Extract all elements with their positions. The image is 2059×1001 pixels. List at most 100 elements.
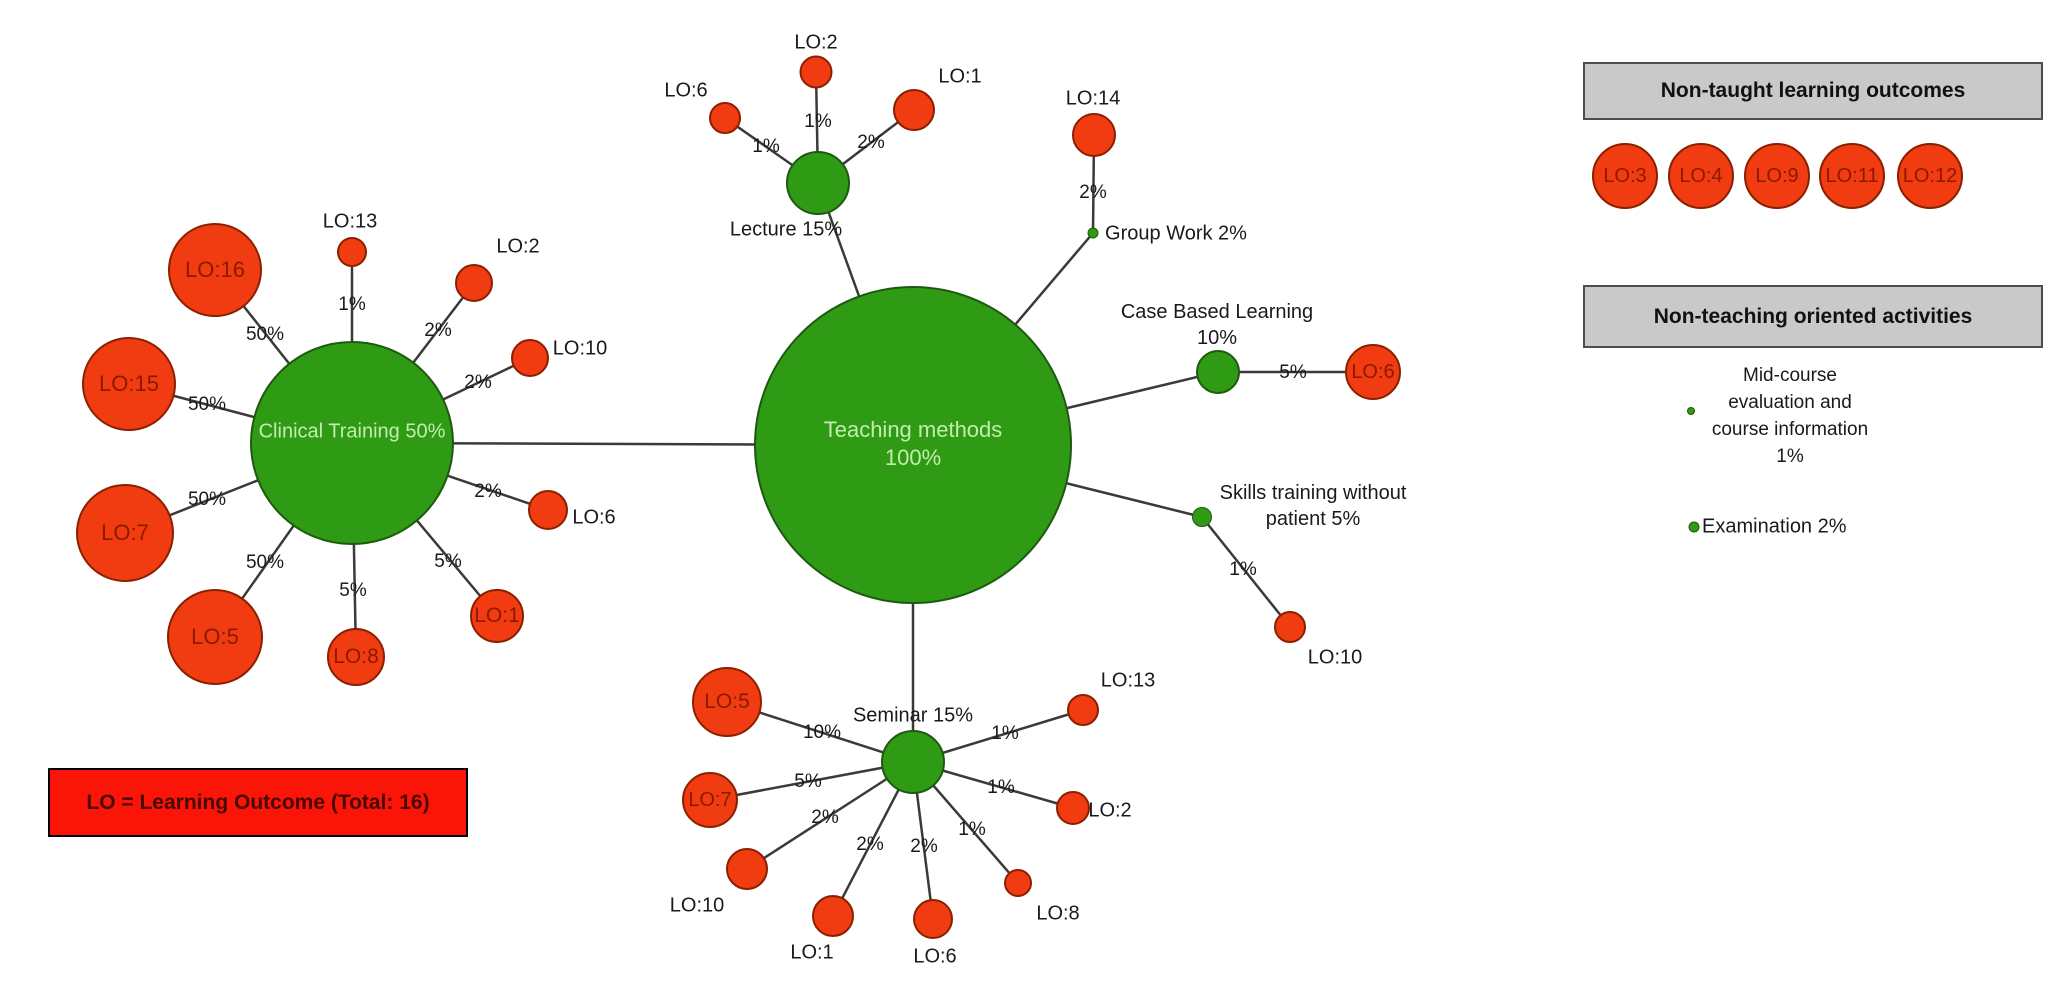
node-clinical-lo6	[528, 490, 568, 530]
clinical-lo10-label: LO:10	[552, 337, 608, 360]
node-seminar-lo8	[1004, 869, 1032, 897]
footnote-box: LO = Learning Outcome (Total: 16)	[48, 768, 468, 837]
teaching-methods-label-line2: 100%	[884, 445, 942, 470]
seminar-lo10-pct: 2%	[811, 807, 839, 828]
node-clinical-lo7: LO:7	[76, 484, 174, 582]
seminar-lo2-pct: 1%	[987, 777, 1015, 798]
seminar-lo1-pct: 2%	[856, 834, 884, 855]
midcourse-dot-icon	[1687, 407, 1695, 415]
midcourse-label-line4: 1%	[1776, 446, 1804, 467]
clinical-lo13-label: LO:13	[322, 210, 378, 233]
node-seminar	[881, 730, 945, 794]
clinical-lo6-pct: 2%	[474, 481, 502, 502]
node-clinical-lo10	[511, 339, 549, 377]
teaching-methods-label-line1: Teaching methods	[823, 417, 1003, 442]
lecture-lo1-label: LO:1	[938, 65, 982, 88]
lecture-label: Lecture 15%	[729, 218, 843, 241]
examination-dot-icon	[1688, 521, 1700, 533]
seminar-lo2-label: LO:2	[1088, 799, 1132, 822]
node-clinical-lo1: LO:1	[470, 589, 524, 643]
node-teaching-methods	[754, 286, 1072, 604]
groupwork-lo14-label: LO:14	[1065, 87, 1121, 110]
node-clinical-lo8: LO:8	[327, 628, 385, 686]
node-seminar-lo10	[726, 848, 768, 890]
clinical-lo15-pct: 50%	[187, 394, 227, 415]
node-skills-lo10	[1274, 611, 1306, 643]
node-group-work	[1087, 227, 1099, 239]
legend-non-teaching-title: Non-teaching oriented activities	[1653, 304, 1973, 328]
seminar-lo7-pct: 5%	[794, 771, 822, 792]
skills-training-label-line1: Skills training without	[1219, 482, 1407, 504]
clinical-lo2-label: LO:2	[496, 235, 540, 258]
node-clinical-lo5: LO:5	[167, 589, 263, 685]
seminar-lo6-pct: 2%	[910, 836, 938, 857]
node-seminar-lo6	[913, 899, 953, 939]
clinical-lo1-pct: 5%	[434, 551, 462, 572]
clinical-lo10-pct: 2%	[464, 372, 492, 393]
node-lecture	[786, 151, 850, 215]
footnote-label: LO = Learning Outcome (Total: 16)	[86, 790, 430, 814]
clinical-lo16-pct: 50%	[245, 324, 285, 345]
node-clinical-training	[250, 341, 454, 545]
legend-non-teaching-box: Non-teaching oriented activities	[1583, 285, 2043, 348]
seminar-lo8-pct: 1%	[958, 819, 986, 840]
seminar-label: Seminar 15%	[852, 704, 974, 727]
clinical-lo8-pct: 5%	[339, 580, 367, 601]
groupwork-lo14-pct: 2%	[1079, 182, 1107, 203]
node-legend-lo9: LO:9	[1744, 143, 1810, 209]
node-seminar-lo13	[1067, 694, 1099, 726]
node-seminar-lo2	[1056, 791, 1090, 825]
node-clinical-lo16: LO:16	[168, 223, 262, 317]
clinical-lo5-pct: 50%	[245, 552, 285, 573]
case-based-learning-label-line1: Case Based Learning	[1120, 301, 1314, 323]
node-clinical-lo13	[337, 237, 367, 267]
seminar-lo8-label: LO:8	[1036, 902, 1080, 925]
midcourse-label-line3: course information	[1711, 419, 1869, 440]
edge-seminar-lo7	[709, 760, 914, 802]
skills-training-label-line2: patient 5%	[1265, 508, 1361, 530]
legend-non-taught-title: Non-taught learning outcomes	[1660, 79, 1966, 102]
node-legend-lo4: LO:4	[1668, 143, 1734, 209]
seminar-lo13-label: LO:13	[1100, 669, 1156, 692]
skills-lo10-label: LO:10	[1307, 646, 1363, 669]
teaching-methods-label: Teaching methods 100%	[824, 416, 1003, 472]
examination-label: Examination 2%	[1702, 515, 1847, 538]
seminar-lo6-label: LO:6	[913, 945, 957, 968]
node-lecture-lo2	[799, 55, 833, 89]
node-lecture-lo1	[893, 89, 935, 131]
node-legend-lo3: LO:3	[1592, 143, 1658, 209]
node-seminar-lo1	[812, 895, 854, 937]
edge-seminar-lo10	[746, 760, 914, 871]
group-work-label: Group Work 2%	[1105, 222, 1247, 245]
node-clinical-lo15: LO:15	[82, 337, 176, 431]
clinical-lo6-label: LO:6	[572, 506, 616, 529]
case-based-learning-label: Case Based Learning 10%	[1121, 299, 1313, 351]
midcourse-label: Mid-course evaluation and course informa…	[1712, 362, 1868, 470]
node-groupwork-lo14	[1072, 113, 1116, 157]
lecture-lo6-label: LO:6	[664, 79, 708, 102]
seminar-lo13-pct: 1%	[991, 723, 1019, 744]
node-seminar-lo5: LO:5	[692, 667, 762, 737]
midcourse-label-line1: Mid-course	[1743, 365, 1837, 386]
casebased-lo6-pct: 5%	[1279, 362, 1307, 383]
legend-non-taught-box: Non-taught learning outcomes	[1583, 62, 2043, 120]
lecture-lo6-pct: 1%	[752, 136, 780, 157]
node-legend-lo11: LO:11	[1819, 143, 1885, 209]
edge-skills-lo10	[1201, 516, 1291, 628]
lecture-lo2-pct: 1%	[804, 111, 832, 132]
node-legend-lo12: LO:12	[1897, 143, 1963, 209]
lecture-lo1-pct: 2%	[857, 132, 885, 153]
node-seminar-lo7: LO:7	[682, 772, 738, 828]
midcourse-label-line2: evaluation and	[1728, 392, 1852, 413]
node-skills-training	[1192, 507, 1212, 527]
node-case-based-learning	[1196, 350, 1240, 394]
clinical-training-label: Clinical Training 50%	[258, 420, 446, 443]
skills-lo10-pct: 1%	[1229, 559, 1257, 580]
node-clinical-lo2	[455, 264, 493, 302]
skills-training-label: Skills training without patient 5%	[1220, 480, 1407, 532]
case-based-learning-label-line2: 10%	[1196, 327, 1238, 349]
seminar-lo1-label: LO:1	[790, 941, 834, 964]
seminar-lo10-label: LO:10	[669, 894, 725, 917]
clinical-lo7-pct: 50%	[187, 489, 227, 510]
